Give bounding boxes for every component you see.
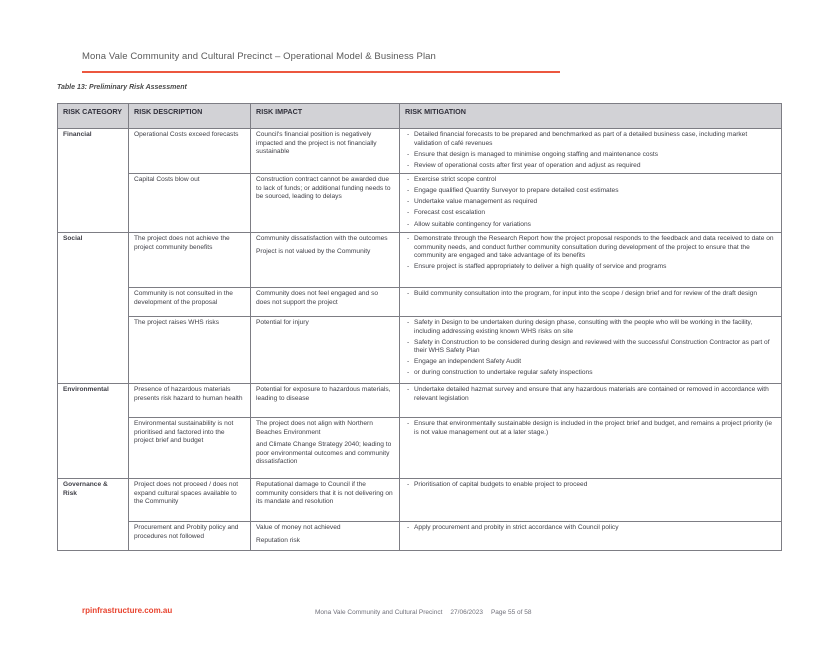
risk-category-cell: Environmental [57,383,129,480]
impact-cell: Potential for exposure to hazardous mate… [250,383,400,419]
cell-paragraph: The project does not align with Northern… [256,420,373,436]
column-header: RISK IMPACT [250,103,400,129]
document-title: Mona Vale Community and Cultural Precinc… [82,51,436,62]
cell-paragraph: Community does not feel engaged and so d… [256,290,379,306]
column-header: RISK MITIGATION [399,103,782,129]
mitigation-item: Prioritisation of capital budgets to ena… [405,481,776,490]
cell-paragraph: Potential for exposure to hazardous mate… [256,386,391,402]
cell-paragraph: Value of money not achieved [256,524,341,532]
risk-category-cell: Governance & Risk [57,478,129,552]
description-cell: Environmental sustainability is not prio… [128,417,251,480]
mitigation-item: Demonstrate through the Research Report … [405,235,776,261]
mitigation-item: Build community consultation into the pr… [405,290,776,299]
table-body: Financial Operational Costs exceed foreca… [57,127,782,552]
mitigation-item: Apply procurement and probity in strict … [405,524,776,533]
impact-cell: Construction contract cannot be awarded … [250,173,400,234]
footer-info: Mona Vale Community and Cultural Precinc… [315,609,531,616]
mitigation-item: Safety in Construction to be considered … [405,339,776,356]
description-cell: The project does not achieve the project… [128,232,251,289]
mitigation-item: Forecast cost escalation [405,209,776,218]
table-row: Environmental Presence of hazardous mater… [57,383,782,480]
cell-paragraph: Council's financial position is negative… [256,131,377,156]
impact-cell: Community dissatisfaction with the outco… [250,232,400,289]
column-header: RISK DESCRIPTION [128,103,251,129]
cell-paragraph: Project is not valued by the Community [256,247,371,255]
impact-cell: The project does not align with Northern… [250,417,400,480]
mitigation-cell: Ensure that environmentally sustainable … [399,417,782,480]
mitigation-cell: Build community consultation into the pr… [399,287,782,318]
mitigation-item: Exercise strict scope control [405,176,776,185]
mitigation-cell: Prioritisation of capital budgets to ena… [399,478,782,523]
cell-paragraph: Procurement and Probity policy and proce… [134,524,239,540]
table-row: The project raises WHS risks Potential fo… [58,316,782,385]
cell-paragraph: Environmental sustainability is not prio… [134,420,234,445]
description-cell: Procurement and Probity policy and proce… [128,521,251,552]
impact-cell: Council's financial position is negative… [250,127,400,175]
cell-paragraph: Reputational damage to Council if the co… [256,481,393,506]
description-cell: Operational Costs exceed forecasts [128,127,251,175]
footer-website-link[interactable]: rpinfrastructure.com.au [82,606,173,615]
cell-paragraph: Operational Costs exceed forecasts [134,131,239,138]
table-row: Social The project does not achieve the p… [57,232,782,385]
cell-paragraph: Construction contract cannot be awarded … [256,176,391,201]
cell-paragraph: The project raises WHS risks [134,319,220,327]
mitigation-item: Ensure project is staffed appropriately … [405,263,776,272]
cell-paragraph: Capital Costs blow out [134,176,200,184]
mitigation-item: Engage qualified Quantity Surveyor to pr… [405,187,776,196]
footer-date: 27/06/2023 [450,609,483,616]
table-row: Procurement and Probity policy and proce… [58,521,782,552]
mitigation-cell: Demonstrate through the Research Report … [399,232,782,289]
mitigation-item: Review of operational costs after first … [405,162,776,171]
mitigation-item: Undertake detailed hazmat survey and ens… [405,386,776,403]
description-cell: Project does not proceed / does not expa… [128,478,251,523]
mitigation-item: or during construction to undertake regu… [405,369,776,378]
cell-paragraph: Community is not consulted in the develo… [134,290,233,306]
impact-cell: Value of money not achieved Reputation ri… [250,521,400,552]
risk-category-cell: Social [57,232,129,385]
risk-table: RISK CATEGORY RISK DESCRIPTION RISK IMPACT… [57,103,782,552]
impact-cell: Reputational damage to Council if the co… [250,478,400,523]
mitigation-cell: Apply procurement and probity in strict … [399,521,782,552]
description-cell: Capital Costs blow out [128,173,251,234]
table-row: Financial Operational Costs exceed foreca… [57,127,782,234]
table-row: Capital Costs blow out Construction contr… [58,173,782,234]
mitigation-item: Allow suitable contingency for variation… [405,221,776,230]
risk-category-cell: Financial [57,127,129,234]
mitigation-item: Ensure that design is managed to minimis… [405,151,776,160]
cell-paragraph: and Climate Change Strategy 2040; leadin… [256,441,392,466]
mitigation-cell: Undertake detailed hazmat survey and ens… [399,383,782,419]
mitigation-item: Detailed financial forecasts to be prepa… [405,131,776,148]
column-header: RISK CATEGORY [57,103,129,129]
description-cell: Presence of hazardous materials presents… [128,383,251,419]
cell-paragraph: Reputation risk [256,536,300,544]
mitigation-item: Safety in Design to be undertaken during… [405,319,776,336]
mitigation-item: Undertake value management as required [405,198,776,207]
table-row: Governance & Risk Project does not procee… [57,478,782,552]
impact-cell: Potential for injury [250,316,400,385]
table-header-row: RISK CATEGORY RISK DESCRIPTION RISK IMPACT… [57,103,782,129]
footer-page-number: Page 55 of 58 [490,609,532,616]
title-underline [82,71,560,73]
impact-cell: Community does not feel engaged and so d… [250,287,400,318]
mitigation-item: Engage an independent Safety Audit [405,358,776,367]
cell-paragraph: Potential for injury [256,319,309,327]
cell-paragraph: Community dissatisfaction with the outco… [256,235,388,243]
table-row: Community is not consulted in the develo… [58,287,782,318]
cell-paragraph: The project does not achieve the project… [134,235,230,251]
mitigation-item: Ensure that environmentally sustainable … [405,420,776,437]
table-caption: Table 13: Preliminary Risk Assessment [57,84,187,91]
footer-doc-name: Mona Vale Community and Cultural Precinc… [315,609,443,616]
description-cell: Community is not consulted in the develo… [128,287,251,318]
description-cell: The project raises WHS risks [128,316,251,385]
mitigation-cell: Exercise strict scope control Engage qual… [399,173,782,234]
mitigation-cell: Detailed financial forecasts to be prepa… [399,127,782,175]
cell-paragraph: Presence of hazardous materials presents… [134,386,243,402]
table-row: Environmental sustainability is not prio… [58,417,782,480]
cell-paragraph: Project does not proceed / does not expa… [134,481,239,506]
mitigation-cell: Safety in Design to be undertaken during… [399,316,782,385]
